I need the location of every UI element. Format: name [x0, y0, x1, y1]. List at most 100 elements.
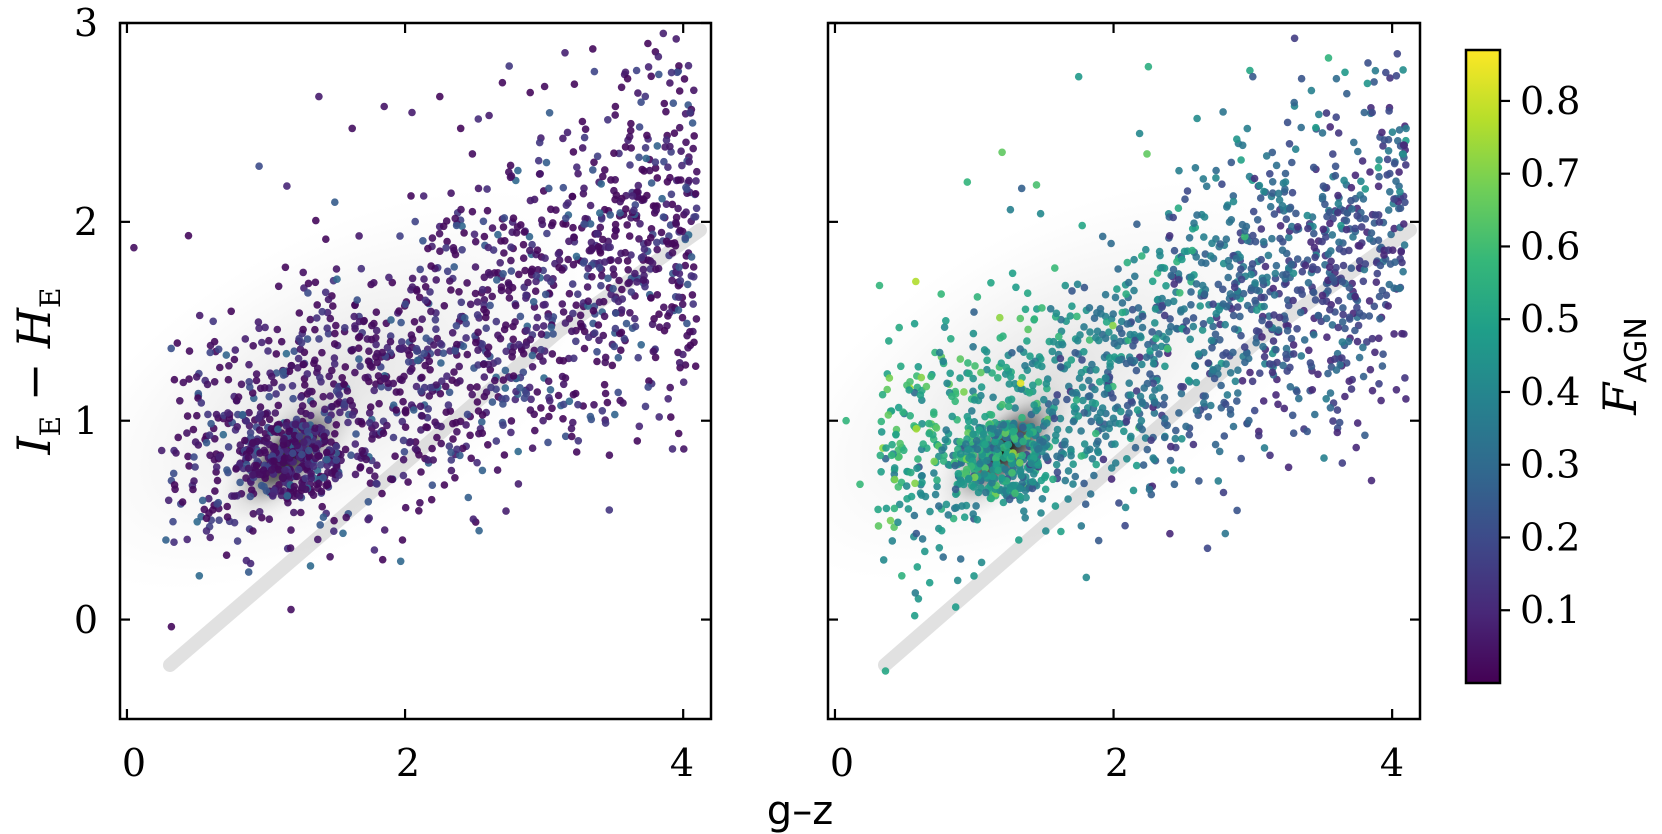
left-scatter-point	[244, 464, 253, 473]
right-scatter-point	[1250, 174, 1259, 183]
left-scatter-point	[539, 357, 547, 365]
left-scatter-point	[282, 422, 291, 430]
left-scatter-point	[562, 214, 570, 223]
right-scatter-point	[1390, 224, 1398, 233]
right-scatter-point	[1019, 437, 1027, 446]
right-scatter-point	[1110, 339, 1119, 348]
right-scatter-point	[1184, 376, 1193, 385]
right-scatter-point	[1243, 124, 1252, 133]
left-scatter-point	[318, 502, 327, 511]
left-scatter-point	[317, 487, 326, 496]
right-scatter-point	[1061, 440, 1069, 449]
left-scatter-point	[558, 300, 567, 308]
left-scatter-point	[635, 153, 643, 162]
left-scatter-point	[622, 205, 630, 213]
left-scatter-point	[415, 451, 423, 459]
right-scatter-point	[1155, 350, 1163, 358]
right-scatter-point	[1310, 330, 1318, 339]
right-scatter-point	[1233, 506, 1241, 515]
right-scatter-point	[1185, 234, 1194, 242]
left-scatter-point	[667, 413, 675, 421]
left-scatter-point	[586, 220, 595, 228]
left-scatter-point	[684, 61, 693, 70]
left-scatter-point	[190, 477, 198, 485]
left-scatter-point	[474, 346, 482, 355]
right-scatter-point	[1224, 273, 1232, 282]
left-scatter-point	[522, 291, 530, 300]
right-scatter-point	[971, 362, 979, 370]
left-scatter-point	[335, 471, 343, 480]
left-scatter-point	[505, 281, 513, 289]
left-scatter-point	[456, 377, 464, 385]
right-scatter-point	[1347, 196, 1355, 205]
right-scatter-point	[1248, 377, 1257, 386]
right-scatter-point	[1016, 345, 1024, 353]
right-scatter-point	[1152, 334, 1160, 343]
left-scatter-point	[319, 513, 328, 521]
left-scatter-point	[358, 420, 366, 428]
left-scatter-point	[514, 166, 522, 175]
left-scatter-point	[584, 333, 593, 342]
right-scatter-point	[1329, 417, 1337, 425]
right-scatter-point	[914, 455, 922, 463]
left-scatter-point	[416, 499, 424, 507]
right-scatter-point	[1106, 359, 1114, 368]
colorbar-label: FAGN	[1593, 317, 1654, 416]
right-scatter-point	[1272, 346, 1280, 354]
left-scatter-point	[418, 315, 427, 324]
left-scatter-point	[521, 266, 529, 275]
left-scatter-point	[443, 372, 451, 381]
right-scatter-point	[1386, 169, 1394, 178]
left-scatter-point	[549, 219, 557, 227]
left-scatter-point	[595, 263, 604, 272]
right-scatter-point	[1385, 107, 1393, 115]
left-scatter-point	[612, 191, 621, 199]
right-scatter-point	[1172, 324, 1181, 333]
left-scatter-point	[451, 474, 459, 482]
left-scatter-point	[593, 348, 601, 356]
right-scatter-point	[1121, 521, 1129, 530]
left-scatter-point	[333, 275, 341, 284]
right-scatter-point	[1230, 283, 1239, 292]
left-scatter-point	[647, 234, 655, 242]
right-scatter-point	[916, 391, 925, 399]
left-scatter-point	[497, 237, 505, 245]
right-scatter-point	[1092, 460, 1100, 469]
right-scatter-point	[1080, 440, 1089, 448]
left-scatter-point	[322, 448, 331, 457]
right-scatter-point	[1200, 290, 1209, 299]
right-scatter-point	[1037, 476, 1046, 485]
left-scatter-point	[569, 223, 577, 232]
left-scatter-point	[659, 29, 668, 38]
left-scatter-point	[255, 508, 264, 516]
right-scatter-point	[1046, 305, 1055, 313]
right-scatter-point	[969, 343, 977, 351]
right-scatter-point	[956, 555, 965, 563]
right-scatter-point	[1077, 522, 1086, 530]
left-scatter-point	[494, 331, 502, 340]
left-scatter-point	[623, 221, 631, 229]
right-scatter-point	[1072, 396, 1081, 404]
right-scatter-point	[1082, 573, 1091, 582]
right-scatter-point	[1124, 278, 1133, 287]
right-scatter-point	[1319, 225, 1328, 234]
right-scatter-point	[1334, 323, 1343, 332]
left-scatter-point	[264, 347, 272, 355]
left-scatter-point	[580, 220, 588, 228]
left-scatter-point	[647, 72, 655, 81]
left-scatter-point	[195, 572, 204, 580]
left-scatter-point	[419, 237, 427, 245]
right-scatter-point	[1341, 68, 1349, 77]
left-scatter-point	[533, 313, 542, 322]
left-scatter-point	[587, 246, 595, 255]
right-scatter-point	[1026, 352, 1034, 361]
right-scatter-point	[1110, 334, 1118, 342]
left-scatter-point	[324, 415, 333, 424]
right-scatter-point	[942, 317, 950, 325]
left-scatter-point	[615, 329, 624, 338]
right-scatter-point	[1067, 451, 1075, 460]
left-scatter-point	[492, 437, 501, 445]
left-scatter-point	[641, 92, 650, 101]
right-scatter-point	[1028, 484, 1037, 493]
left-scatter-point	[531, 426, 539, 435]
